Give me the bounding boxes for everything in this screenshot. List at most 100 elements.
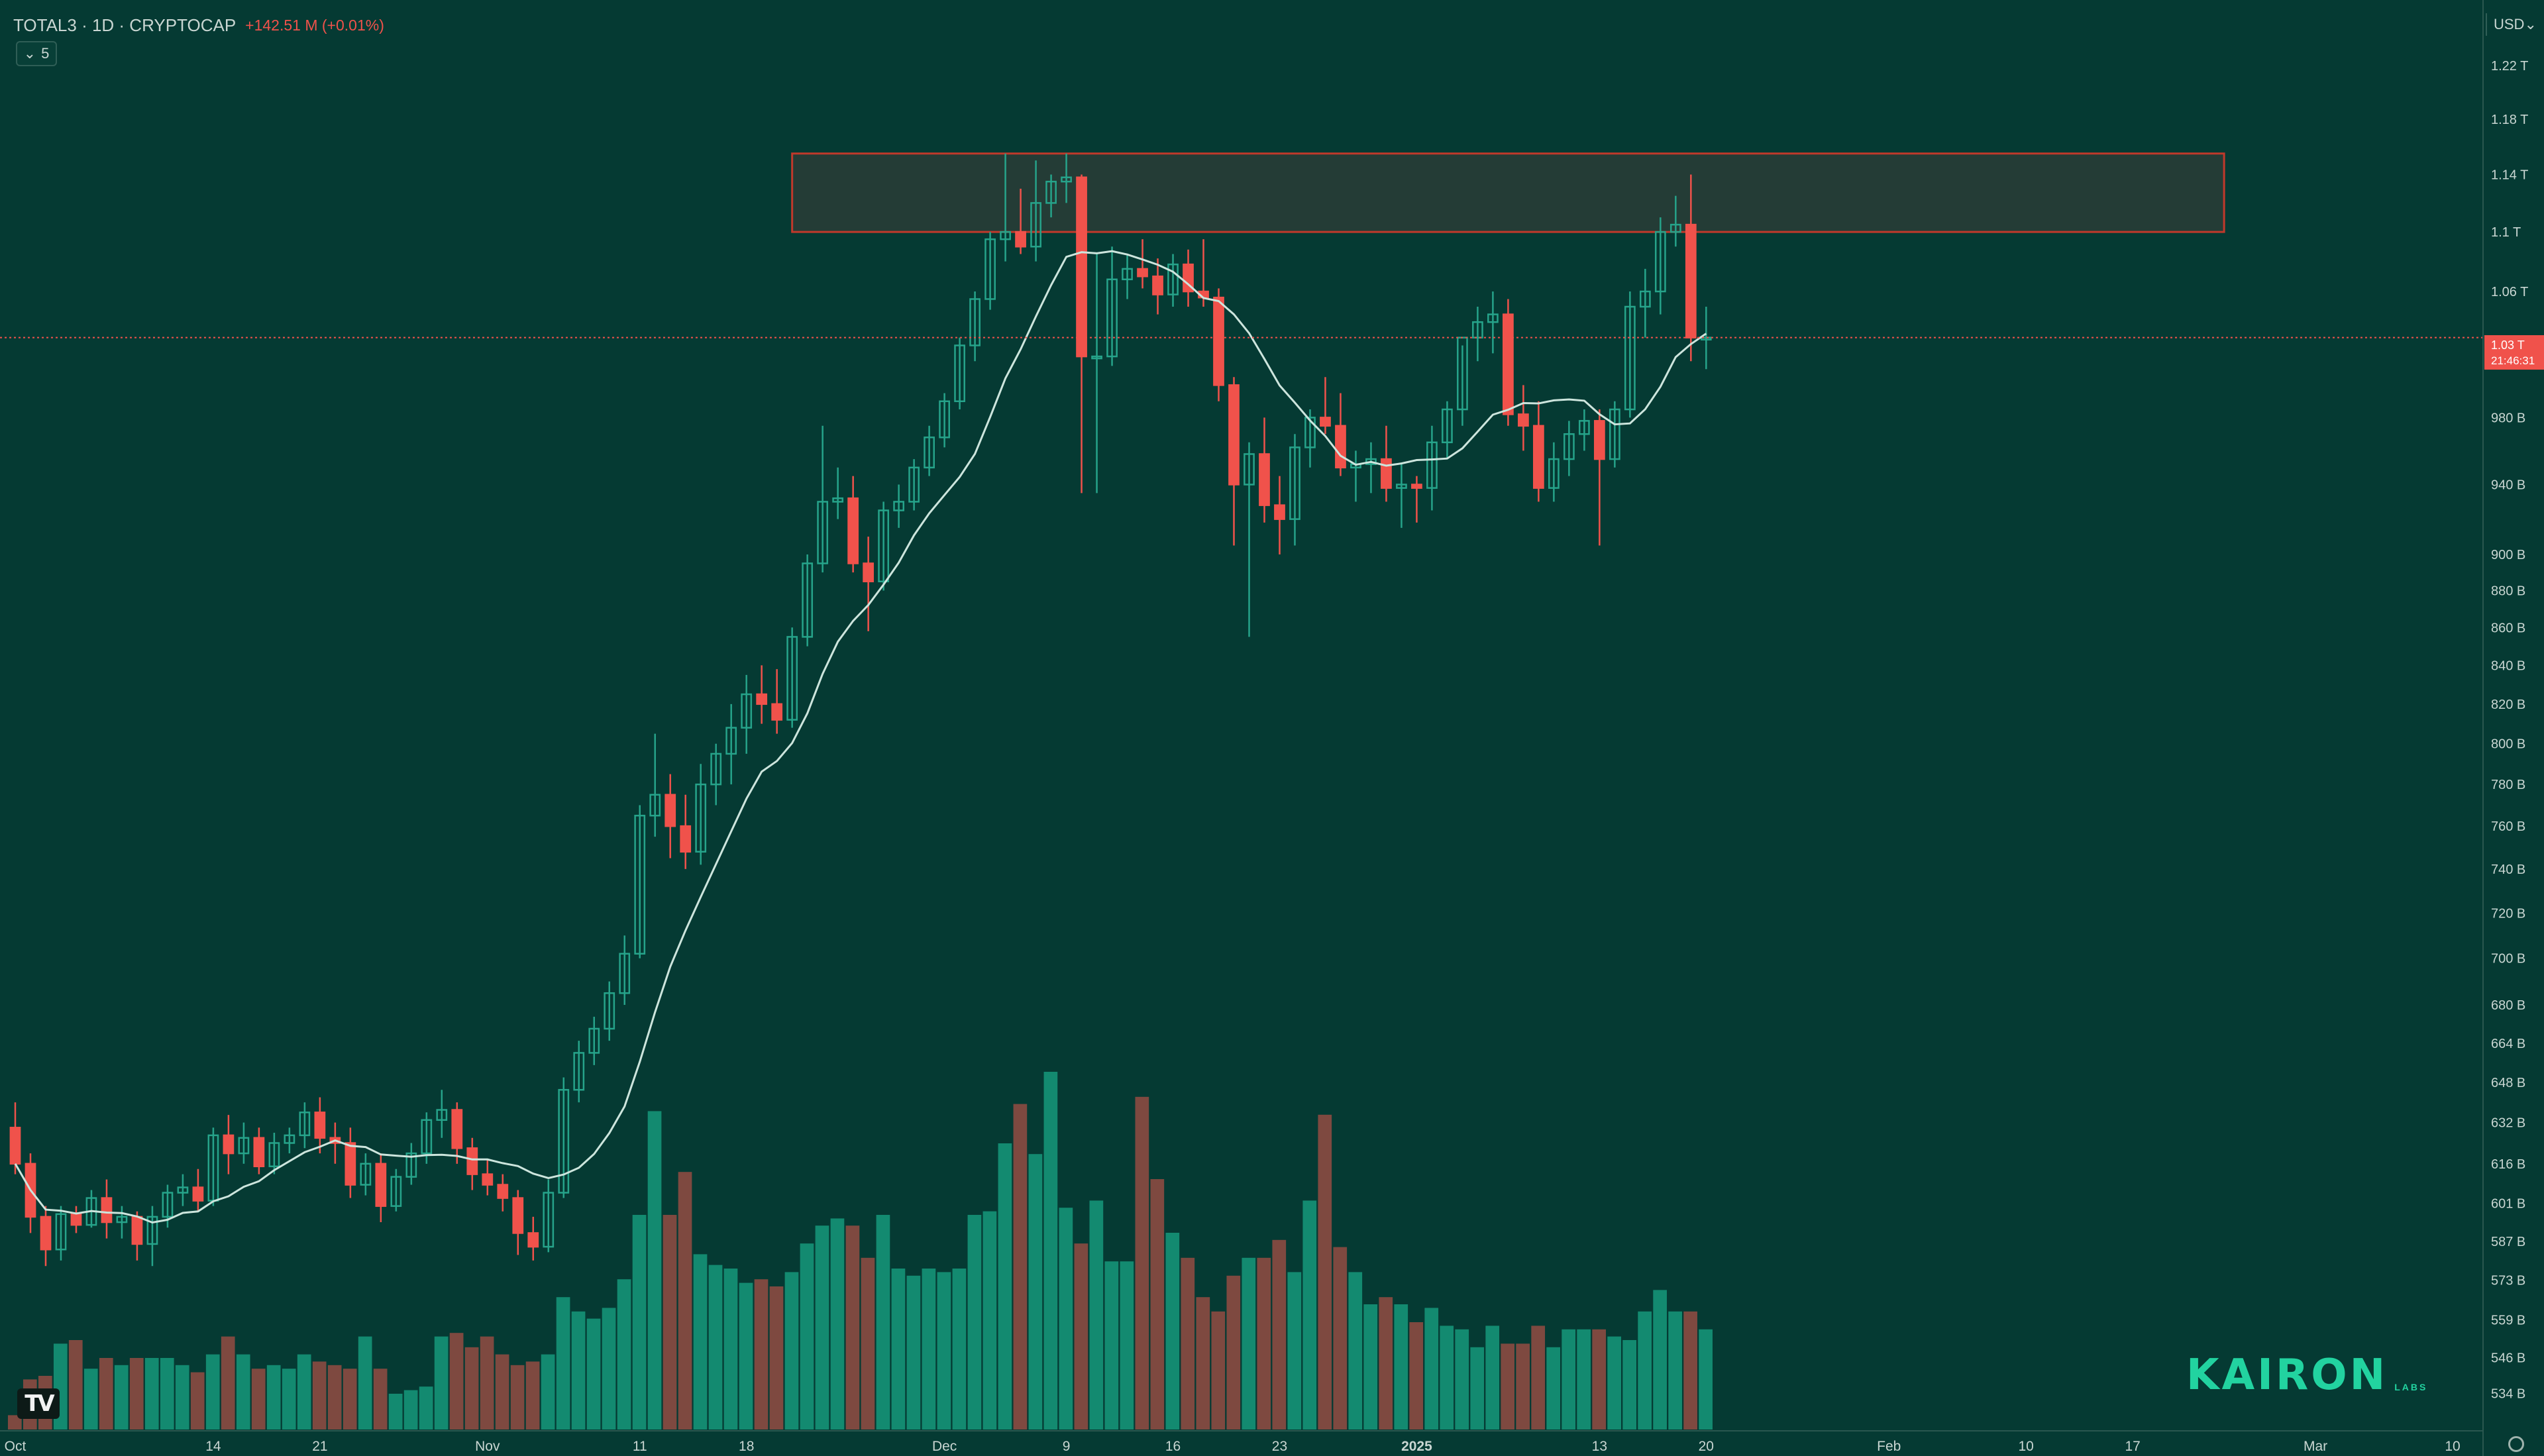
candle-body — [543, 1192, 555, 1248]
candle-body — [344, 1142, 356, 1186]
volume-bar — [784, 1272, 799, 1430]
candle — [1548, 442, 1560, 502]
y-tick-label: 800 B — [2491, 737, 2525, 752]
candle — [512, 1190, 524, 1255]
volume-bar — [769, 1286, 784, 1430]
candle-body — [741, 693, 753, 729]
volume-bar — [1577, 1329, 1591, 1430]
volume-bar — [1485, 1326, 1500, 1430]
candle-body — [1320, 417, 1331, 427]
candle — [1654, 217, 1666, 315]
volume-bar — [952, 1269, 967, 1430]
candle — [847, 476, 859, 573]
candle-body — [1411, 484, 1422, 489]
candle — [969, 291, 980, 362]
candle — [1244, 442, 1255, 637]
volume-bar — [297, 1354, 311, 1430]
candle — [344, 1127, 356, 1198]
candle-body — [771, 703, 783, 721]
volume-bar — [129, 1358, 144, 1430]
candle-body — [695, 783, 707, 853]
candle-body — [969, 298, 980, 346]
y-tick-label: 880 B — [2491, 584, 2525, 598]
volume-bar — [1135, 1096, 1149, 1430]
symbol-header[interactable]: TOTAL3 · 1D · CRYPTOCAP +142.51 M (+0.01… — [13, 12, 384, 38]
y-tick-label: 648 B — [2491, 1076, 2525, 1090]
settings-icon[interactable] — [2508, 1436, 2524, 1452]
candle-body — [893, 501, 905, 511]
volume-bar — [1104, 1261, 1119, 1430]
volume-bar — [1013, 1104, 1028, 1430]
volume-bar — [434, 1336, 449, 1430]
volume-bar — [144, 1358, 159, 1430]
candle-body — [1654, 231, 1666, 293]
volume-bar — [403, 1390, 418, 1430]
candle-body — [1548, 458, 1560, 489]
candle-body — [527, 1232, 539, 1248]
candle — [101, 1179, 113, 1239]
x-tick-label: Feb — [1877, 1439, 1901, 1454]
price-axis[interactable]: 1.22 T 1.18 T 1.14 T 1.1 T 1.06 T 980 B 940 B 9… — [2491, 59, 2528, 1401]
volume-bar — [419, 1386, 433, 1430]
x-tick-label: 2025 — [1401, 1439, 1432, 1454]
candle — [1122, 254, 1133, 299]
candle — [131, 1211, 143, 1261]
time-axis[interactable]: Oct 14 21 Nov 11 18 Dec 9 16 23 2025 13 20 Feb 10 17 Mar… — [5, 1439, 2461, 1454]
candle-body — [1061, 176, 1072, 183]
candle — [771, 669, 783, 734]
candle — [1228, 377, 1240, 546]
candle-body — [146, 1216, 158, 1245]
x-tick-label: 9 — [1063, 1439, 1071, 1454]
x-tick-label: 11 — [633, 1439, 647, 1454]
y-tick-label: 760 B — [2491, 819, 2525, 834]
candle — [299, 1102, 311, 1149]
candle — [984, 232, 996, 310]
y-tick-label: 860 B — [2491, 621, 2525, 635]
candle-body — [1244, 453, 1255, 486]
volume-bar — [388, 1394, 403, 1430]
candle — [893, 484, 905, 528]
x-tick-label: Nov — [475, 1439, 500, 1454]
candle — [436, 1090, 448, 1138]
candle-body — [1259, 453, 1270, 506]
candle-body — [863, 562, 874, 582]
candle — [1259, 417, 1270, 523]
volume-bar — [1074, 1243, 1088, 1430]
candle — [1533, 401, 1544, 502]
indicators-toggle[interactable]: ⌄ 5 — [16, 41, 57, 66]
candle — [1000, 153, 1011, 262]
candle — [1700, 306, 1712, 370]
candle-body — [1015, 231, 1026, 248]
volume-bar — [510, 1365, 525, 1430]
volume-bar — [7, 1415, 22, 1430]
resistance-zone[interactable] — [791, 152, 2225, 233]
candle — [1183, 249, 1194, 307]
y-tick-label: 534 B — [2491, 1386, 2525, 1401]
candle — [1137, 239, 1148, 289]
candle — [1167, 254, 1179, 307]
candle — [55, 1206, 67, 1261]
x-tick-label: 18 — [739, 1439, 754, 1454]
tradingview-logo-icon[interactable]: TV — [17, 1388, 60, 1419]
candle-body — [55, 1213, 67, 1251]
currency-selector[interactable]: USD ⌄ — [2486, 13, 2543, 36]
candle-body — [1578, 420, 1590, 435]
candle — [1320, 377, 1331, 435]
volume-bar — [800, 1243, 814, 1430]
candle — [1152, 258, 1163, 315]
volume-bar — [723, 1269, 738, 1430]
candle — [1518, 385, 1529, 451]
volume-bar — [1120, 1261, 1134, 1430]
candle — [1624, 291, 1636, 418]
candle-body — [847, 497, 859, 564]
candle — [1091, 254, 1102, 494]
candle-body — [466, 1147, 478, 1175]
candle-body — [1624, 305, 1636, 411]
candle-body — [558, 1088, 570, 1194]
volume-bar — [708, 1265, 723, 1430]
candle — [1487, 291, 1499, 354]
volume-bar — [861, 1257, 875, 1430]
candle-body — [116, 1216, 128, 1223]
volume-bar — [1257, 1257, 1271, 1430]
